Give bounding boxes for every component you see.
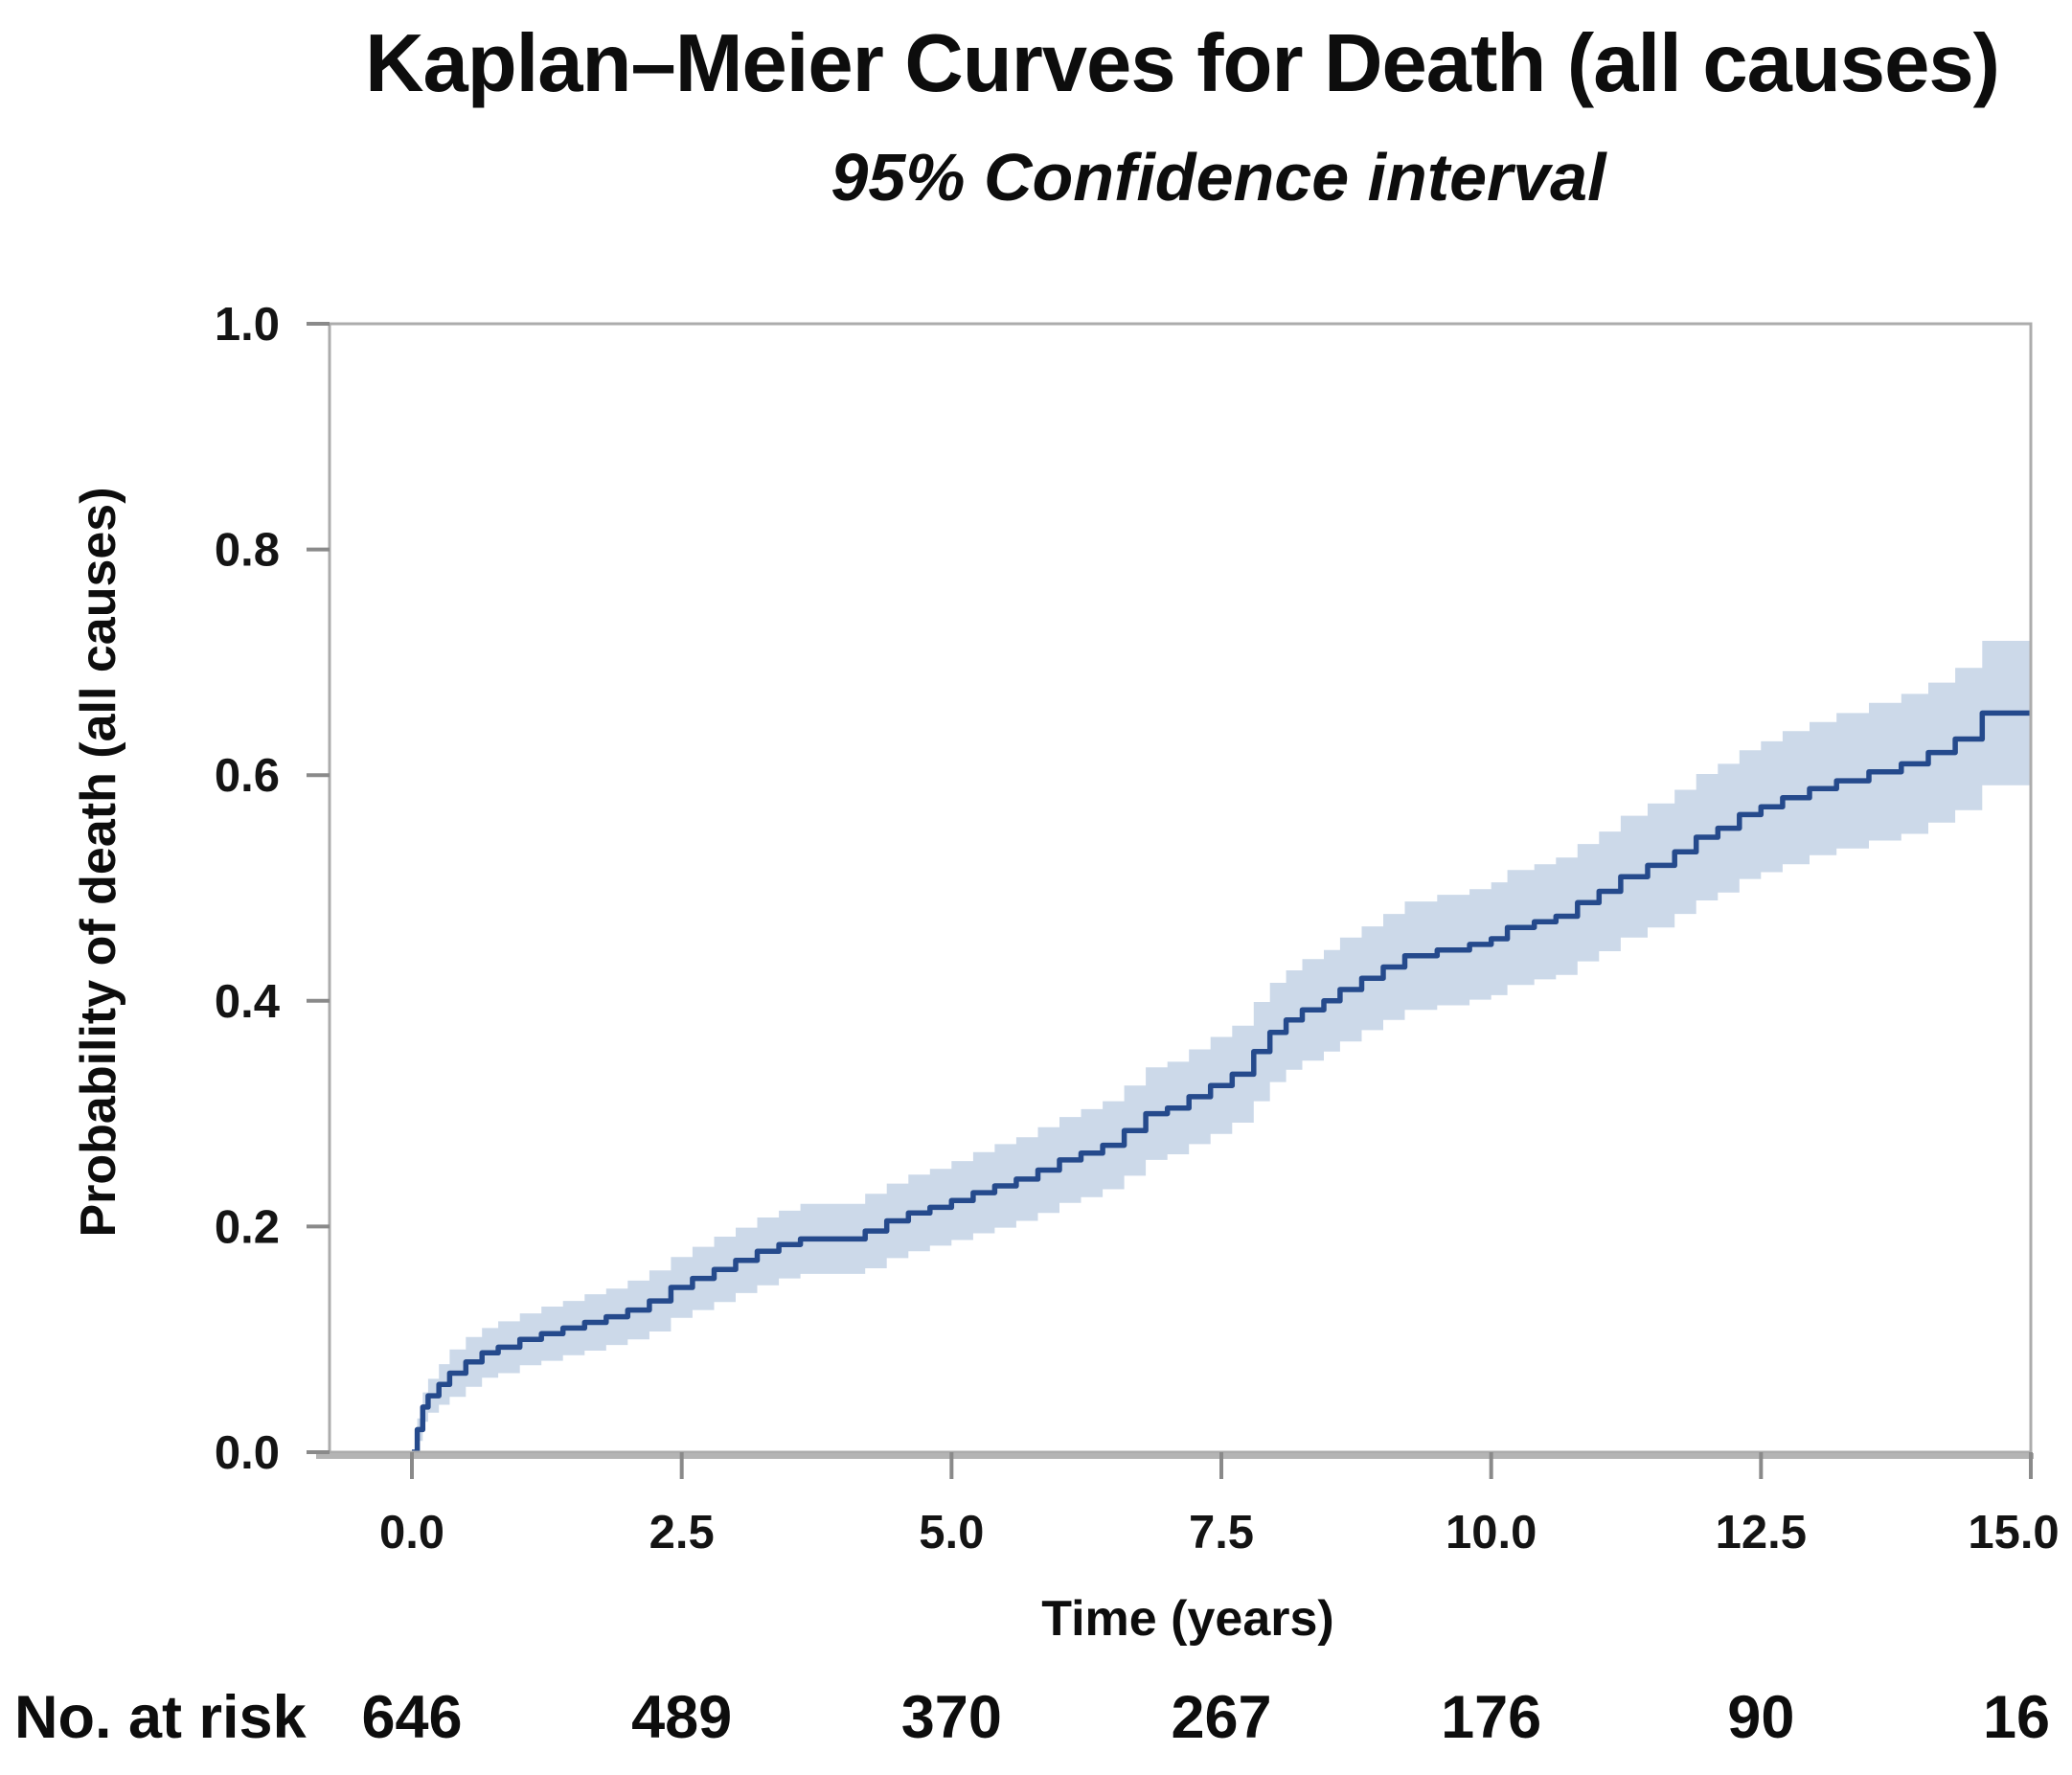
x-tick-label: 10.0 (1446, 1507, 1537, 1559)
y-tick-label: 0.2 (215, 1201, 280, 1253)
chart-title: Kaplan–Meier Curves for Death (all cause… (365, 18, 2000, 109)
at-risk-count: 176 (1441, 1684, 1542, 1751)
at-risk-row: No. at risk 646 489 370 267 176 90 16 (0, 1674, 2072, 1761)
confidence-band (412, 637, 2031, 1452)
x-tick-label: 15.0 (1968, 1507, 2059, 1559)
y-tick-label: 0.0 (215, 1427, 280, 1479)
at-risk-count: 267 (1171, 1684, 1272, 1751)
x-tick-label: 7.5 (1189, 1507, 1254, 1559)
y-tick-label: 0.8 (215, 525, 280, 577)
at-risk-count: 646 (361, 1684, 463, 1751)
at-risk-count: 90 (1727, 1684, 1795, 1751)
at-risk-count: 16 (1982, 1684, 2051, 1751)
x-tick-label: 2.5 (649, 1507, 715, 1559)
km-curve (412, 710, 2031, 1455)
at-risk-count: 370 (900, 1684, 1002, 1751)
y-tick-label: 1.0 (215, 299, 280, 351)
chart-subtitle: 95% Confidence interval (831, 140, 1606, 215)
x-tick-label: 0.0 (379, 1507, 444, 1559)
x-tick-label: 5.0 (919, 1507, 984, 1559)
at-risk-label: No. at risk (14, 1684, 307, 1751)
y-tick-label: 0.6 (215, 750, 280, 802)
x-tick-label: 12.5 (1716, 1507, 1807, 1559)
at-risk-count: 489 (631, 1684, 733, 1751)
plot-frame (328, 322, 2033, 1454)
x-axis-title: Time (years) (1041, 1591, 1334, 1647)
y-tick-label: 0.4 (215, 976, 280, 1028)
